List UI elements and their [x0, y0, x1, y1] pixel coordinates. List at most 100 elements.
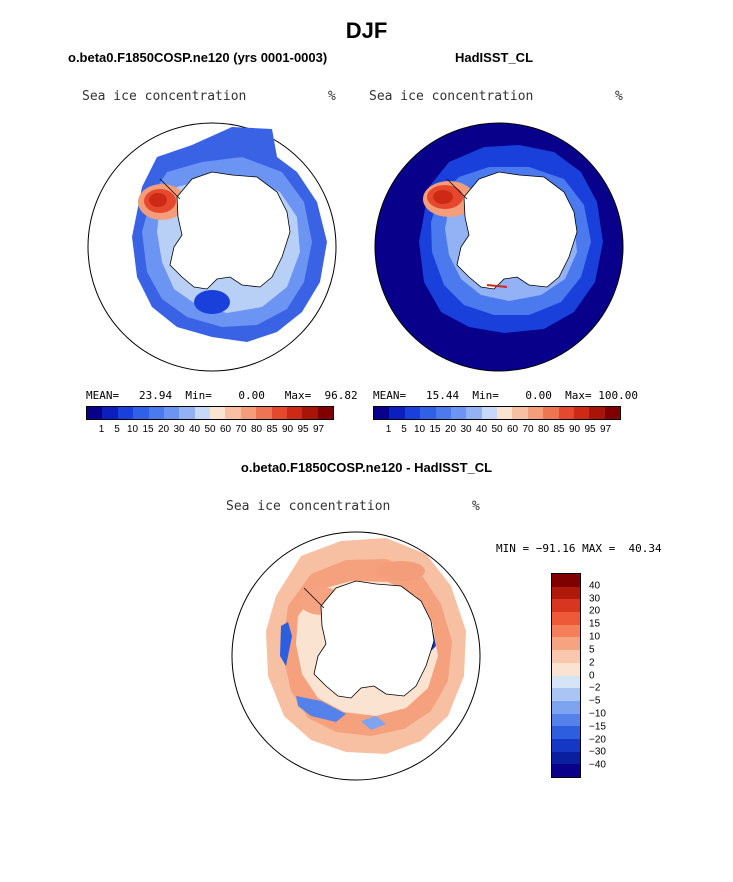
colorbar-tick-label: 90 [568, 424, 581, 435]
colorbar-swatch [573, 407, 590, 419]
model-colorbar-labels: 1 5 10 15 20 30 40 50 60 70 80 85 90 95 97 [86, 424, 334, 436]
obs-units-label: % [615, 89, 623, 104]
colorbar-tick-label: 20 [157, 424, 170, 435]
colorbar-tick-label: −15 [589, 721, 606, 733]
colorbar-tick-label: 15 [589, 618, 601, 630]
obs-stats: MEAN= 15.44 Min= 0.00 Max= 100.00 [373, 389, 638, 402]
colorbar-swatch [558, 407, 574, 419]
obs-mean-label: MEAN= [373, 389, 407, 402]
colorbar-tick-label: 30 [589, 593, 601, 605]
colorbar-swatch [271, 407, 287, 419]
obs-panel-title: HadISST_CL [455, 50, 534, 65]
colorbar-tick-label: 60 [219, 424, 232, 435]
colorbar-tick-label: 30 [460, 424, 472, 435]
colorbar-swatch [552, 586, 580, 600]
colorbar-swatch [552, 574, 580, 587]
model-stats: MEAN= 23.94 Min= 0.00 Max= 96.82 [86, 389, 358, 402]
colorbar-tick-label: 85 [553, 424, 565, 435]
colorbar-tick-label: −20 [589, 734, 606, 746]
colorbar-tick-label: 5 [114, 424, 120, 435]
colorbar-swatch [512, 407, 528, 419]
colorbar-swatch [552, 612, 580, 625]
colorbar-swatch [389, 407, 405, 419]
colorbar-tick-label: 2 [589, 657, 595, 669]
colorbar-tick-label: −5 [589, 695, 601, 707]
colorbar-swatch [102, 407, 118, 419]
model-map [87, 122, 337, 372]
diff-colorbar [551, 573, 581, 778]
diff-panel-title: o.beta0.F1850COSP.ne120 - HadISST_CL [240, 460, 493, 475]
colorbar-tick-label: 60 [506, 424, 519, 435]
colorbar-swatch [210, 407, 226, 419]
colorbar-swatch [604, 407, 620, 419]
colorbar-tick-label: 15 [142, 424, 154, 435]
colorbar-tick-label: 40 [589, 580, 601, 592]
diff-minmax: MIN = −91.16 MAX = 40.34 [496, 542, 662, 555]
colorbar-swatch [527, 407, 544, 419]
colorbar-tick-label: 10 [413, 424, 426, 435]
colorbar-tick-label: 80 [537, 424, 550, 435]
colorbar-tick-label: −2 [589, 682, 601, 694]
model-colorbar [86, 406, 334, 420]
diff-variable-label: Sea ice concentration [226, 499, 391, 514]
colorbar-tick-label: 20 [589, 605, 601, 617]
colorbar-swatch [420, 407, 436, 419]
colorbar-swatch [552, 624, 580, 638]
colorbar-tick-label: 97 [312, 424, 325, 435]
colorbar-swatch [552, 662, 580, 676]
colorbar-tick-label: 40 [475, 424, 488, 435]
colorbar-tick-label: 10 [589, 631, 601, 643]
diff-units-label: % [472, 499, 480, 514]
obs-min-value: 0.00 [525, 389, 552, 402]
colorbar-swatch [552, 675, 580, 689]
colorbar-tick-label: 90 [281, 424, 294, 435]
colorbar-swatch [87, 407, 103, 419]
colorbar-tick-label: 0 [589, 670, 595, 681]
colorbar-swatch [256, 407, 272, 419]
colorbar-swatch [552, 637, 580, 651]
colorbar-swatch [148, 407, 164, 419]
diff-map [231, 531, 481, 781]
colorbar-swatch [404, 407, 421, 419]
colorbar-tick-label: −30 [589, 746, 606, 758]
colorbar-swatch [374, 407, 390, 419]
colorbar-swatch [552, 688, 580, 701]
obs-variable-label: Sea ice concentration [369, 89, 534, 104]
obs-max-value: 100.00 [598, 389, 638, 402]
colorbar-swatch [497, 407, 513, 419]
model-max-value: 96.82 [324, 389, 358, 402]
colorbar-swatch [286, 407, 303, 419]
colorbar-swatch [450, 407, 467, 419]
colorbar-tick-label: −40 [589, 759, 606, 771]
page-title: DJF [345, 18, 388, 43]
model-max-label: Max= [284, 389, 312, 402]
colorbar-swatch [552, 764, 580, 777]
model-variable-label: Sea ice concentration [82, 89, 247, 104]
colorbar-swatch [435, 407, 451, 419]
colorbar-swatch [302, 407, 318, 419]
colorbar-tick-label: 10 [126, 424, 139, 435]
colorbar-swatch [543, 407, 559, 419]
colorbar-swatch [194, 407, 210, 419]
colorbar-tick-label: 50 [491, 424, 503, 435]
obs-mean-value: 15.44 [426, 389, 460, 402]
colorbar-tick-label: 20 [444, 424, 457, 435]
model-min-value: 0.00 [238, 389, 265, 402]
colorbar-swatch [589, 407, 605, 419]
colorbar-tick-label: 97 [599, 424, 612, 435]
colorbar-swatch [552, 726, 580, 739]
model-mean-label: MEAN= [86, 389, 120, 402]
colorbar-tick-label: 1 [98, 424, 105, 435]
colorbar-swatch [163, 407, 180, 419]
colorbar-tick-label: 70 [235, 424, 247, 435]
model-min-label: Min= [185, 389, 212, 402]
model-mean-value: 23.94 [139, 389, 173, 402]
colorbar-tick-label: 30 [173, 424, 185, 435]
colorbar-swatch [552, 599, 580, 613]
colorbar-swatch [225, 407, 241, 419]
colorbar-swatch [179, 407, 195, 419]
colorbar-tick-label: 95 [297, 424, 309, 435]
colorbar-swatch [552, 700, 580, 714]
colorbar-tick-label: 85 [266, 424, 278, 435]
colorbar-tick-label: 70 [522, 424, 534, 435]
